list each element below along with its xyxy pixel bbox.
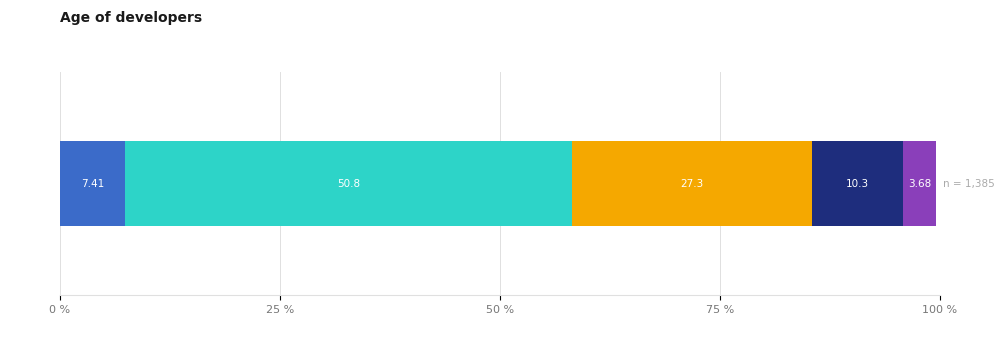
Bar (60, 141, 125, 226)
Bar (812, 141, 903, 226)
Text: 27.3: 27.3 (681, 179, 704, 189)
Text: 3.68: 3.68 (908, 179, 931, 189)
Text: n = 1,385: n = 1,385 (943, 179, 994, 189)
Text: 50.8: 50.8 (337, 179, 360, 189)
Bar (572, 141, 812, 226)
Bar (125, 141, 572, 226)
Bar (903, 141, 936, 226)
Text: Age of developers: Age of developers (60, 11, 202, 25)
Text: 10.3: 10.3 (846, 179, 869, 189)
Text: 7.41: 7.41 (81, 179, 104, 189)
